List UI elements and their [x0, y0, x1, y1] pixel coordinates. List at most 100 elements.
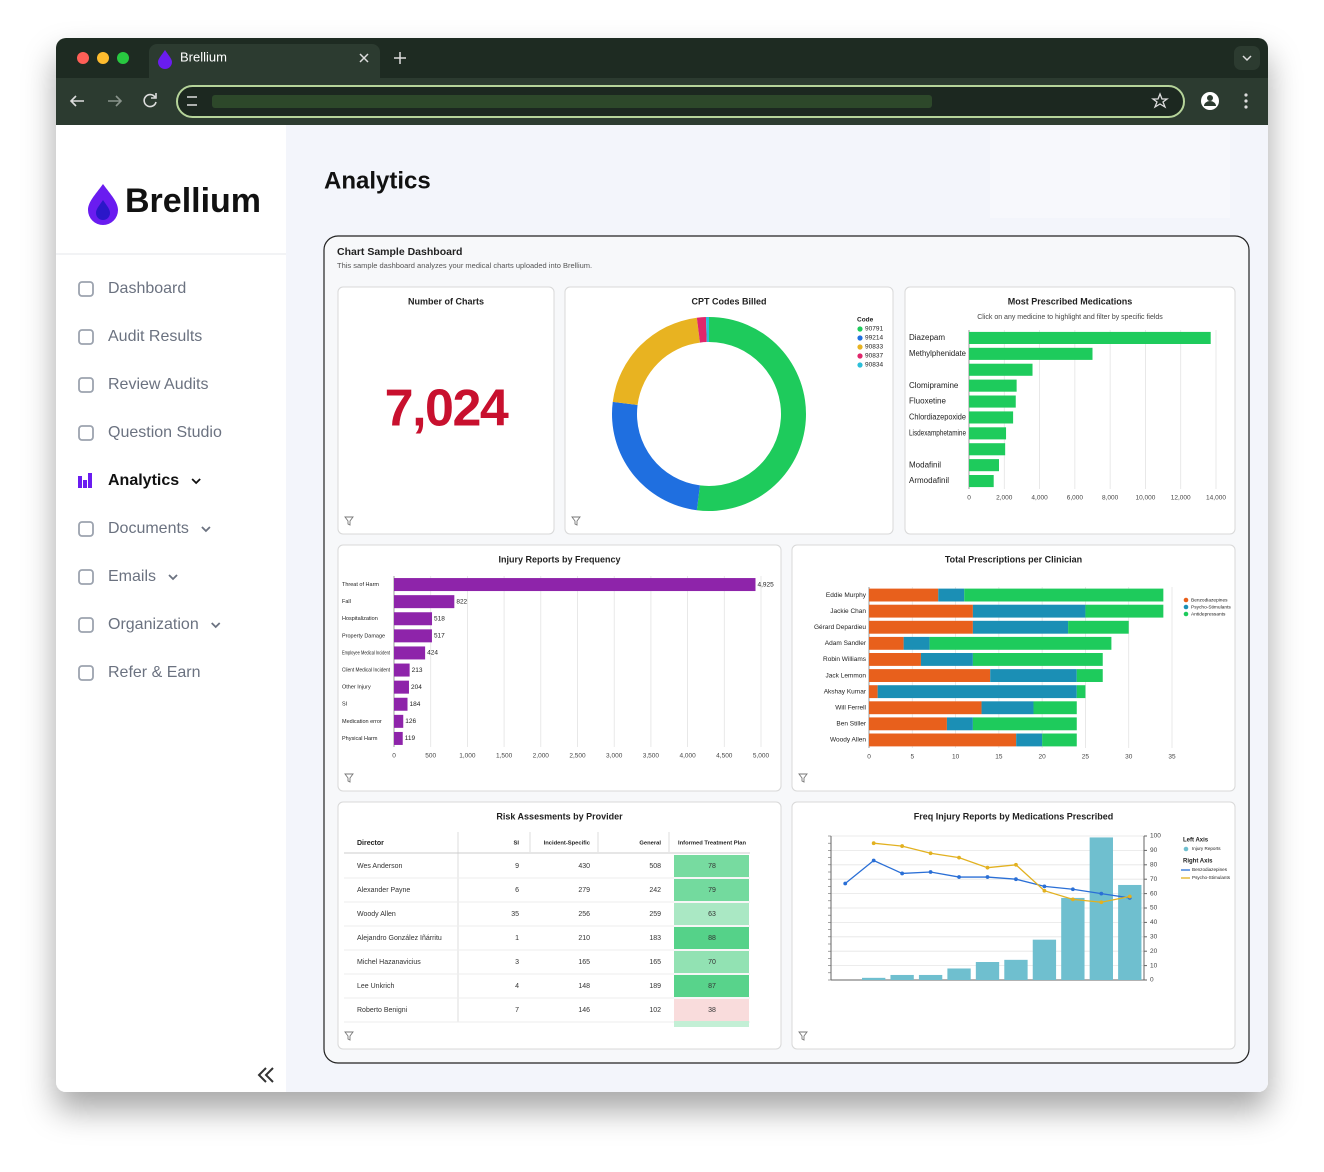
column-header: General — [639, 841, 661, 847]
bar — [862, 977, 886, 980]
nav-icon — [88, 473, 92, 488]
tab-menu-icon — [1242, 55, 1252, 62]
new-tab[interactable] — [394, 52, 406, 64]
nav-item[interactable]: Dashboard — [108, 280, 186, 297]
column-header: Director — [357, 840, 384, 847]
y-tick-label: Chlordiazepoxide — [909, 413, 966, 422]
filter-icon[interactable] — [798, 773, 808, 783]
nav-item[interactable]: Analytics — [108, 472, 179, 489]
bar — [1032, 939, 1057, 980]
x-tick-label: 0 — [392, 753, 396, 760]
point — [900, 871, 905, 876]
nav-item[interactable]: Organization — [108, 616, 199, 633]
nav-icon — [78, 329, 94, 345]
point — [928, 851, 933, 856]
table-cell: 7 — [515, 1007, 519, 1014]
x-tick-label: 5,000 — [753, 753, 770, 760]
y-tick-label: 70 — [1150, 876, 1158, 883]
bar-segment — [1076, 669, 1103, 682]
nav-item[interactable]: Refer & Earn — [108, 664, 200, 681]
tab[interactable] — [149, 44, 380, 78]
back[interactable] — [69, 95, 84, 107]
y-tick-label: 10 — [1150, 962, 1158, 969]
heat-cell — [674, 999, 749, 1021]
bar — [394, 663, 410, 677]
bar-segment — [869, 701, 982, 715]
y-tick-label: 40 — [1150, 919, 1158, 926]
chart-title: Freq Injury Reports by Medications Presc… — [914, 811, 1114, 821]
table-cell: 165 — [578, 959, 590, 966]
nav-item[interactable]: Audit Results — [108, 328, 202, 345]
filter-icon[interactable] — [798, 1031, 808, 1041]
y-tick-label: Robin Williams — [823, 656, 867, 663]
legend-swatch — [857, 335, 863, 341]
zoom-btn[interactable] — [117, 52, 129, 64]
point — [1127, 894, 1132, 899]
x-tick-label: 15 — [995, 754, 1003, 761]
y-tick-label: 50 — [1150, 905, 1158, 912]
table-cell: 189 — [649, 983, 661, 990]
table-cell: 183 — [649, 935, 661, 942]
filter-icon[interactable] — [344, 773, 354, 783]
y-tick-label: Modafinil — [909, 460, 941, 469]
url-blurred — [212, 95, 932, 108]
collapse[interactable] — [257, 1067, 274, 1083]
bookmark[interactable] — [1151, 92, 1169, 109]
filter-icon[interactable] — [344, 1031, 354, 1041]
close-btn[interactable] — [77, 52, 89, 64]
x-tick-label: 6,000 — [1067, 495, 1084, 502]
bar-segment — [972, 717, 1077, 731]
table-cell: 165 — [649, 959, 661, 966]
table-cell: 78 — [708, 863, 716, 870]
bar-segment — [972, 620, 1069, 634]
legend-group: Left Axis — [1183, 838, 1209, 844]
y-tick-label: 30 — [1150, 934, 1158, 941]
point — [1099, 900, 1104, 905]
bar-segment — [869, 685, 878, 699]
bar-segment — [946, 717, 973, 731]
favicon — [158, 50, 172, 69]
nav-item[interactable]: Documents — [108, 520, 189, 537]
column-header: SI — [514, 841, 520, 847]
table-cell: 70 — [708, 959, 716, 966]
menu[interactable] — [1244, 93, 1248, 109]
data-label: 184 — [410, 701, 421, 708]
table-cell: 88 — [708, 935, 716, 942]
tab-close[interactable] — [359, 53, 369, 63]
table-cell: 6 — [515, 887, 519, 894]
y-tick-label: Medication error — [342, 719, 382, 725]
y-tick-label: 60 — [1150, 890, 1158, 897]
bar — [1061, 897, 1085, 980]
data-label: 204 — [411, 684, 422, 691]
point — [985, 875, 990, 879]
reload[interactable] — [143, 93, 157, 108]
legend-label: 90833 — [865, 344, 883, 351]
filter-icon[interactable] — [344, 516, 354, 526]
forward[interactable] — [108, 95, 123, 107]
table-cell: Alejandro González Iñárritu — [357, 935, 442, 942]
site-info[interactable] — [187, 96, 197, 106]
bar-segment — [869, 604, 973, 618]
profile-head — [1207, 95, 1213, 101]
y-tick-label: Fall — [342, 599, 351, 605]
dashboard-subtitle: This sample dashboard analyzes your medi… — [337, 261, 592, 270]
tab-menu[interactable] — [1234, 46, 1260, 70]
y-tick-label: Property Damage — [342, 633, 385, 639]
legend-swatch — [1183, 604, 1189, 610]
nav-item[interactable]: Question Studio — [108, 424, 222, 441]
minimize-btn[interactable] — [97, 52, 109, 64]
nav-item[interactable]: Emails — [108, 568, 156, 585]
legend-label: 90837 — [865, 353, 883, 360]
nav-icon — [78, 665, 94, 681]
bar — [394, 731, 403, 745]
bar-segment — [869, 717, 947, 731]
x-tick-label: 25 — [1082, 754, 1090, 761]
data-label: 126 — [405, 718, 416, 725]
bar — [1004, 959, 1028, 980]
bar-segment — [1076, 685, 1086, 699]
table-cell: 1 — [515, 935, 519, 942]
nav-item[interactable]: Review Audits — [108, 376, 209, 393]
data-label: 517 — [434, 633, 445, 640]
data-label: 119 — [405, 735, 416, 742]
filter-icon[interactable] — [571, 516, 581, 526]
